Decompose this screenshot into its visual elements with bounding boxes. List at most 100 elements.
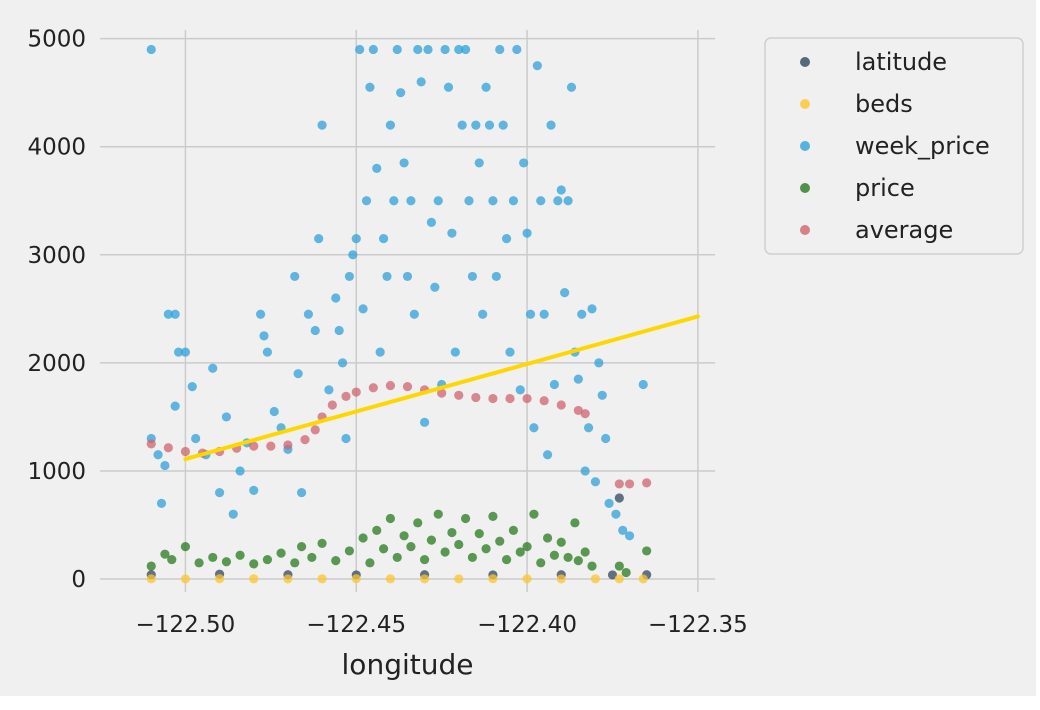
series-week-price xyxy=(146,44,648,541)
data-point-week-price xyxy=(587,304,597,314)
data-point-week-price xyxy=(416,77,426,87)
data-point-week-price xyxy=(546,120,556,130)
data-point-beds xyxy=(249,574,259,584)
data-point-week-price xyxy=(522,228,532,238)
data-point-price xyxy=(221,557,232,567)
data-point-week-price xyxy=(375,347,385,357)
data-point-average xyxy=(266,441,276,451)
data-point-price xyxy=(392,552,402,563)
legend-box xyxy=(764,37,1024,255)
data-point-price xyxy=(378,544,389,554)
data-point-week-price xyxy=(372,163,382,173)
data-point-week-price xyxy=(259,331,269,341)
data-point-average xyxy=(573,405,583,416)
data-point-week-price xyxy=(501,233,512,244)
data-point-price xyxy=(372,525,382,535)
data-point-price xyxy=(467,552,478,563)
data-point-week-price xyxy=(624,531,635,541)
data-point-price xyxy=(508,525,519,535)
data-point-week-price xyxy=(484,120,495,130)
data-point-beds xyxy=(590,574,601,584)
data-point-average xyxy=(624,479,635,489)
data-point-week-price xyxy=(163,309,173,319)
data-point-price xyxy=(262,554,273,565)
fit-line xyxy=(183,314,700,462)
data-point-week-price xyxy=(348,250,358,260)
data-point-price xyxy=(621,567,631,578)
data-point-price xyxy=(642,546,652,556)
data-point-average xyxy=(488,393,498,404)
data-point-week-price xyxy=(560,288,570,298)
data-point-average xyxy=(642,478,652,488)
data-point-week-price xyxy=(478,309,488,319)
legend-label-week-price: week_price xyxy=(855,132,990,160)
data-point-week-price xyxy=(214,487,225,498)
data-point-week-price xyxy=(536,196,546,206)
data-point-price xyxy=(365,558,375,568)
data-point-beds xyxy=(146,574,156,584)
y-tick-label: 4000 xyxy=(27,135,86,161)
data-point-week-price xyxy=(474,158,484,168)
data-point-week-price xyxy=(406,196,416,206)
legend-label-latitude: latitude xyxy=(855,48,947,76)
data-point-average xyxy=(249,441,259,451)
data-point-price xyxy=(440,547,450,557)
data-point-price xyxy=(488,511,498,521)
data-point-week-price xyxy=(385,120,396,130)
data-point-average xyxy=(539,396,549,406)
data-point-week-price xyxy=(235,466,245,476)
data-point-price xyxy=(549,550,560,560)
data-point-week-price xyxy=(460,44,471,55)
data-point-week-price xyxy=(433,196,443,206)
data-point-week-price xyxy=(495,44,505,55)
data-point-week-price xyxy=(351,233,361,244)
data-point-price xyxy=(447,527,457,538)
data-point-price xyxy=(529,509,539,519)
data-point-price xyxy=(481,544,491,554)
data-point-average xyxy=(522,393,532,404)
data-point-price xyxy=(580,547,590,557)
data-point-beds xyxy=(283,574,293,584)
data-point-week-price xyxy=(296,487,307,498)
data-point-week-price xyxy=(399,158,409,168)
data-point-week-price xyxy=(402,271,413,282)
data-point-beds xyxy=(385,574,396,584)
data-point-week-price xyxy=(317,120,327,130)
data-point-price xyxy=(180,542,191,552)
data-point-week-price xyxy=(392,44,402,55)
data-point-week-price xyxy=(594,358,604,368)
data-point-price xyxy=(542,533,553,543)
data-point-price xyxy=(573,556,583,566)
data-point-week-price xyxy=(419,417,430,427)
data-point-week-price xyxy=(618,525,628,535)
data-point-price xyxy=(501,554,512,565)
data-point-week-price xyxy=(488,196,498,206)
data-point-beds xyxy=(522,574,532,584)
data-point-week-price xyxy=(368,44,378,55)
data-point-average xyxy=(146,439,156,449)
data-point-price xyxy=(194,558,204,568)
data-point-price xyxy=(570,518,580,528)
data-point-price xyxy=(167,554,177,565)
data-point-week-price xyxy=(481,82,491,92)
data-point-week-price xyxy=(450,347,460,357)
data-point-week-price xyxy=(563,196,573,206)
y-tick-label: 1000 xyxy=(27,459,86,485)
data-point-average xyxy=(471,392,481,403)
data-point-week-price xyxy=(549,379,560,390)
data-point-week-price xyxy=(396,88,406,98)
data-point-week-price xyxy=(443,82,454,92)
data-point-average xyxy=(368,383,378,393)
data-point-week-price xyxy=(556,185,566,195)
data-point-price xyxy=(536,558,546,568)
y-tick-label: 3000 xyxy=(27,243,86,269)
data-point-beds xyxy=(214,574,225,584)
data-point-average xyxy=(385,380,396,391)
x-tick-label: −122.40 xyxy=(477,612,577,638)
x-tick-label: −122.45 xyxy=(306,612,406,638)
data-point-week-price xyxy=(532,61,542,71)
data-point-average xyxy=(283,440,293,450)
series-price xyxy=(146,509,652,578)
data-point-price xyxy=(522,542,532,552)
